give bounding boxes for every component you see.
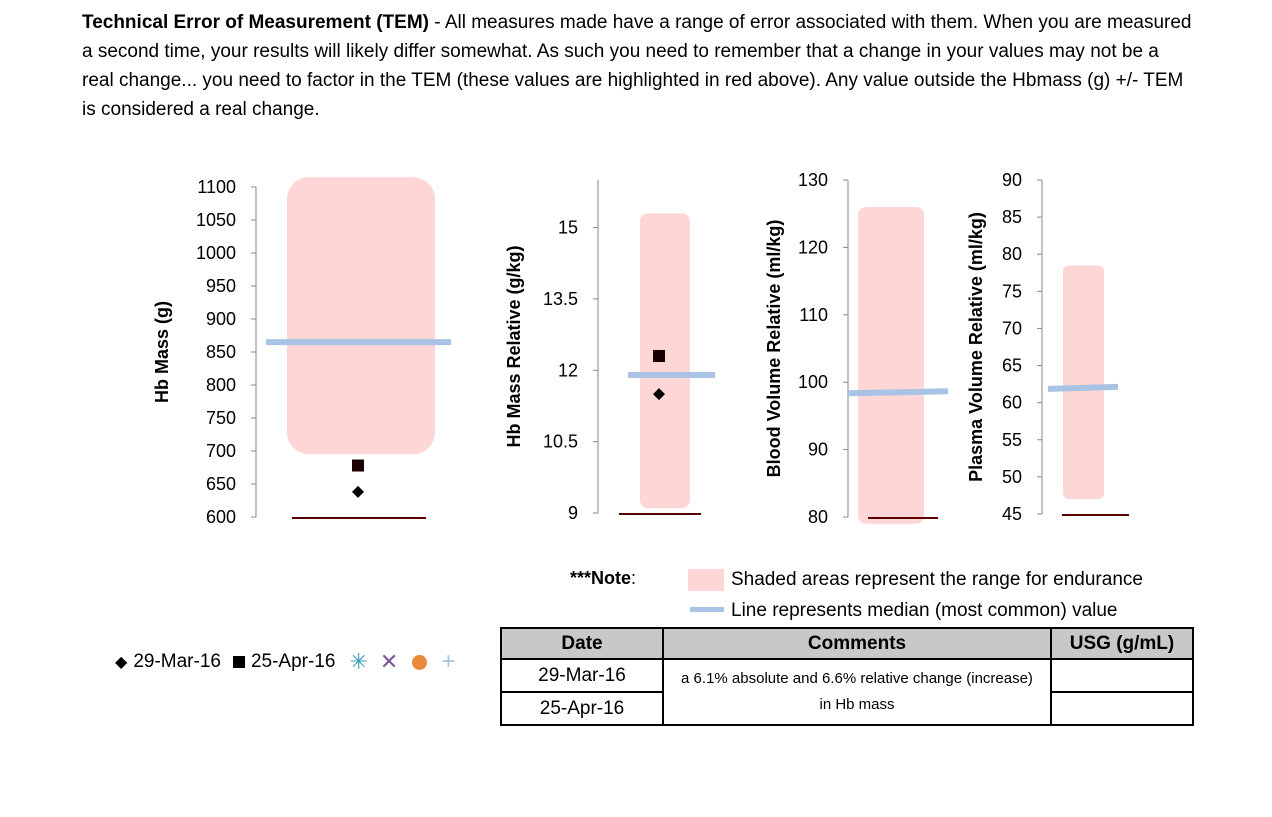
note-line-text: Line represents median (most common) val…	[731, 600, 1118, 621]
intro-body: - All measures made have a range of erro…	[82, 12, 1192, 120]
endurance-range-box	[287, 177, 435, 455]
row1-date: 29-Mar-16	[500, 658, 664, 693]
y-tick-label: 15	[558, 218, 578, 238]
y-tick-label: 100	[798, 372, 828, 392]
shaded-range-swatch	[688, 569, 724, 591]
y-tick-label: 130	[798, 170, 828, 190]
results-table: Date Comments USG (g/mL) 29-Mar-16 a 6.1…	[500, 627, 1194, 726]
y-tick-label: 90	[1002, 170, 1022, 190]
circle-marker-icon	[412, 654, 428, 670]
intro-paragraph: Technical Error of Measurement (TEM) - A…	[82, 8, 1192, 124]
plus-marker-icon: +	[441, 648, 456, 675]
square-marker-icon	[232, 656, 245, 668]
median-line	[846, 388, 949, 397]
note-colon: :	[631, 568, 637, 588]
table-row: 29-Mar-16 a 6.1% absolute and 6.6% relat…	[500, 658, 1194, 726]
endurance-range-box	[1063, 265, 1104, 500]
y-tick-label: 75	[1002, 281, 1022, 301]
chart-hb-mass-relative: 9 10.5 12 13.5 15 Hb Mass Relative (g/kg)	[504, 180, 715, 523]
y-tick-label: 80	[808, 507, 828, 527]
y-tick-label: 850	[206, 342, 236, 362]
y-tick-label: 1050	[196, 210, 236, 230]
diamond-marker-icon: ◆	[115, 654, 128, 671]
y-tick-label: 13.5	[543, 289, 578, 309]
y-tick-label: 9	[568, 503, 578, 523]
endurance-range-box	[858, 206, 924, 524]
y-tick-label: 60	[1002, 393, 1022, 413]
chart-blood-volume-relative: 80 90 100 110 120 130 Blood Volume Relative (m…	[764, 170, 949, 527]
header-comments: Comments	[662, 627, 1052, 660]
y-tick-label: 900	[206, 309, 236, 329]
data-point-square	[352, 459, 364, 472]
y-tick-label: 90	[808, 440, 828, 460]
y-tick-label: 800	[206, 375, 236, 395]
table-header-row: Date Comments USG (g/mL)	[500, 627, 1194, 660]
y-axis-label: Blood Volume Relative (ml/kg)	[764, 220, 784, 478]
asterisk-marker-icon: ✳	[349, 649, 368, 674]
legend: ◆ 29-Mar-16 25-Apr-16 ✳ ✕ +	[115, 648, 455, 676]
header-date: Date	[500, 627, 664, 660]
data-point-diamond	[653, 388, 665, 401]
legend-item-date1: 29-Mar-16	[133, 651, 221, 672]
note-label-group: ***Note:	[570, 568, 636, 589]
y-tick-label: 12	[558, 360, 578, 380]
row2-usg[interactable]	[1050, 691, 1194, 726]
y-tick-label: 10.5	[543, 432, 578, 452]
comment-text: a 6.1% absolute and 6.6% relative change…	[681, 670, 1033, 713]
median-line-swatch	[690, 607, 724, 612]
y-tick-label: 950	[206, 276, 236, 296]
median-line	[1047, 383, 1119, 392]
note-label: ***Note	[570, 568, 632, 588]
y-tick-label: 650	[206, 474, 236, 494]
y-tick-label: 65	[1002, 356, 1022, 376]
y-tick-label: 85	[1002, 207, 1022, 227]
data-point-diamond	[352, 485, 364, 498]
y-tick-label: 120	[798, 237, 828, 257]
table-row: 25-Apr-16	[500, 691, 1194, 726]
y-tick-label: 110	[799, 305, 828, 325]
intro-heading: Technical Error of Measurement (TEM)	[82, 12, 429, 33]
legend-item-date2: 25-Apr-16	[250, 651, 336, 672]
y-tick-label: 1100	[197, 177, 236, 197]
y-tick-label: 80	[1002, 244, 1022, 264]
y-axis-label: Hb Mass Relative (g/kg)	[504, 245, 524, 447]
comment-cell[interactable]: a 6.1% absolute and 6.6% relative change…	[662, 658, 1052, 726]
y-tick-label: 50	[1002, 467, 1022, 487]
y-tick-label: 55	[1002, 430, 1022, 450]
y-tick-label: 700	[206, 441, 236, 461]
y-tick-label: 45	[1002, 504, 1022, 524]
note-shaded-text: Shaded areas represent the range for end…	[731, 569, 1143, 590]
y-tick-label: 1000	[196, 243, 236, 263]
y-tick-label: 750	[206, 408, 236, 428]
row1-usg[interactable]	[1050, 658, 1194, 693]
data-point-square	[653, 350, 665, 363]
header-usg: USG (g/mL)	[1050, 627, 1194, 660]
y-tick-label: 600	[206, 507, 236, 527]
y-axis-label: Hb Mass (g)	[152, 301, 172, 403]
y-tick-label: 70	[1002, 318, 1022, 338]
cross-marker-icon: ✕	[379, 649, 399, 674]
row2-date: 25-Apr-16	[500, 691, 664, 726]
y-axis-label: Plasma Volume Relative (ml/kg)	[966, 212, 986, 482]
chart-plasma-volume-relative: 45 50 55 60 65 70 75 80 85 90 Plasma Volume Relati…	[966, 170, 1129, 524]
chart-hb-mass: 600 650 700 750 800 850 900 950 1000 1050 1100 Hb M…	[152, 177, 451, 527]
